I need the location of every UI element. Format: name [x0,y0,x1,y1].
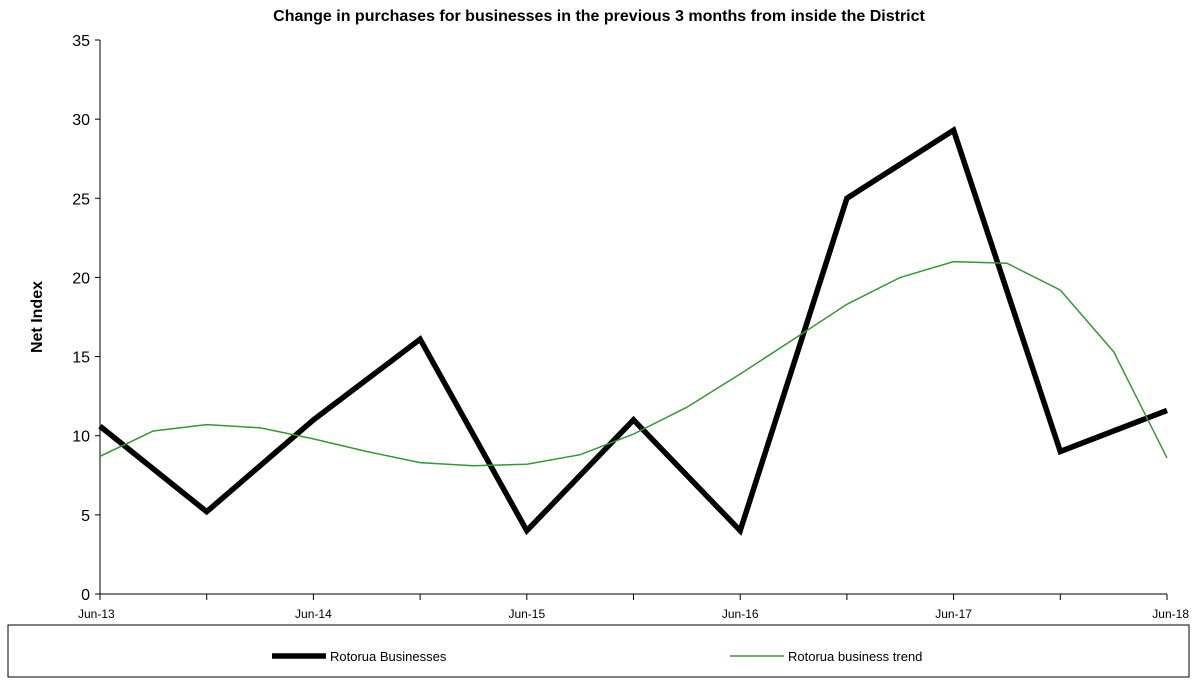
x-tick-label: Jun-18 [1152,607,1189,621]
y-tick-label: 30 [72,112,90,129]
x-tick-label: Jun-15 [508,607,545,621]
legend-item-rotorua-businesses-label: Rotorua Businesses [330,649,447,664]
series-line-rotorua-business-trend [99,260,1168,467]
y-tick-label: 15 [72,350,90,367]
x-tick-label: Jun-16 [722,607,759,621]
y-tick-label: 35 [72,33,90,50]
x-tick-label: Jun-14 [295,607,332,621]
legend-item-rotorua-business-trend-label: Rotorua business trend [788,649,922,664]
chart-title: Change in purchases for businesses in th… [273,8,925,25]
y-tick-label: 25 [72,191,90,208]
legend: Rotorua Businesses Rotorua business trend [7,624,1190,678]
legend-box [7,624,1190,678]
y-axis-title: Net Index [29,281,46,353]
x-tick-label: Jun-13 [78,607,115,621]
y-tick-label: 0 [81,587,90,604]
x-tick-label: Jun-17 [935,607,972,621]
y-tick-label: 20 [72,270,90,287]
axes: 0 5 10 15 20 25 30 35 Net Index Jun-13 Jun-14 Jun-1… [29,33,1189,621]
series-layer [98,125,1168,536]
series-line-rotorua-businesses [98,125,1168,536]
y-tick-label: 10 [72,429,90,446]
y-tick-label: 5 [81,508,90,525]
